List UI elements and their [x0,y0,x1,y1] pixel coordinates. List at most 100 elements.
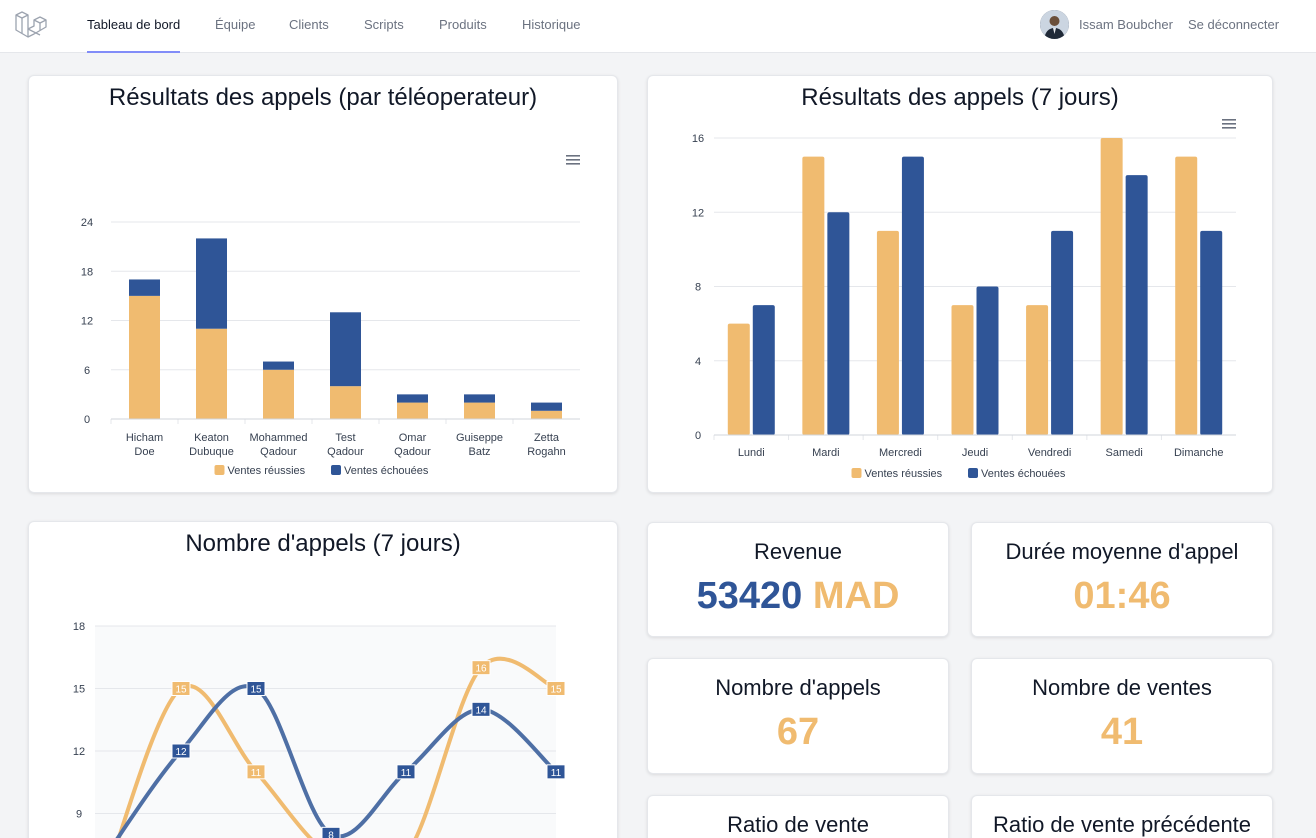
data-label: 14 [475,705,487,716]
laravel-logo-icon[interactable] [13,8,47,42]
bar [802,156,825,435]
x-tick-label: Doe [134,446,154,458]
data-label: 11 [251,768,262,779]
chart-title: Nombre d'appels (7 jours) [185,530,461,557]
stat-value: 53420 MAD [648,575,948,618]
legend-label: Ventes réussies [865,468,943,480]
bar [827,212,850,435]
hamburger-menu-icon[interactable] [1222,119,1236,129]
y-tick-label: 0 [84,414,90,426]
bar [330,386,361,419]
bar [464,402,495,419]
x-tick-label: Dubuque [189,446,234,458]
y-tick-label: 16 [692,133,704,145]
bar [1051,230,1074,435]
x-tick-label: Mohammed [249,432,307,444]
bar [876,230,899,435]
data-label: 12 [175,747,187,758]
data-label-box [246,764,266,780]
chart-calls: 91215181511771615712158111411 [73,621,566,838]
top-navbar: Tableau de bord Équipe Clients Scripts P… [0,0,1316,53]
hamburger-menu-icon[interactable] [566,155,580,165]
nav-dashboard[interactable]: Tableau de bord [87,0,181,53]
data-label-box [171,743,191,759]
bar [196,238,227,329]
chart-title: Résultats des appels (7 jours) [801,84,1119,111]
revenue-currency: MAD [812,575,900,617]
stat-card-ratio: Ratio de vente [647,795,949,838]
data-label-box [171,681,191,696]
bar [727,323,750,435]
y-tick-label: 15 [73,684,85,696]
bar [531,410,562,419]
bar [1026,305,1049,435]
stat-value: 67 [776,711,820,753]
bar [263,369,294,419]
bar [531,402,562,411]
stat-value: 41 [1100,711,1144,753]
nav-scripts[interactable]: Scripts [364,17,404,32]
data-label: 16 [475,664,487,675]
data-label: 11 [401,768,412,779]
legend-label: Ventes échouées [981,468,1066,480]
y-tick-label: 18 [73,621,85,633]
chart-card-week: Résultats des appels (7 jours) 0 4 8 12 16 Lu… [647,75,1273,493]
stat-card-calls: Nombre d'appels 67 [647,658,949,774]
bar [1100,138,1123,435]
x-tick-label: Rogahn [527,446,566,458]
chart-agents: 0 6 12 18 24 Hicham Doe Keaton Dubuque Mohammed Qa… [81,155,580,477]
stat-card-revenue: Revenue 53420 MAD [647,522,949,637]
nav-team[interactable]: Équipe [215,17,256,32]
logout-link[interactable]: Se déconnecter [1188,17,1280,32]
chart-title: Résultats des appels (par téléoperateur) [108,84,538,111]
nav-products[interactable]: Produits [439,17,487,32]
bar [330,312,361,387]
plot-area [95,626,556,838]
bar [129,279,160,296]
legend-label: Ventes échouées [344,465,429,477]
data-label: 15 [175,685,187,696]
nav-history[interactable]: Historique [522,17,581,32]
y-tick-label: 24 [81,217,93,229]
chart-card-calls: Nombre d'appels (7 jours) 91215181511771… [28,521,618,838]
legend-swatch [331,465,341,475]
data-label-box [546,764,566,780]
bar [129,295,160,419]
y-tick-label: 12 [81,316,93,328]
legend-swatch [214,465,225,475]
bar [901,156,924,435]
bar [951,305,974,435]
x-tick-label: Zetta [534,432,560,444]
x-tick-label: Vendredi [1028,447,1071,459]
y-tick-label: 12 [73,746,85,758]
data-label: 8 [328,830,334,838]
stat-title: Nombre de ventes [1032,675,1212,700]
nav-clients[interactable]: Clients [289,17,329,32]
stat-value: 01:46 [1073,575,1171,617]
stat-title: Revenue [753,539,843,564]
x-tick-label: Qadour [260,446,297,458]
y-tick-label: 4 [695,356,701,368]
stat-card-avg-duration: Durée moyenne d'appel 01:46 [971,522,1273,637]
x-tick-label: Batz [468,446,490,458]
bar [1175,156,1198,435]
data-label: 15 [250,685,262,696]
data-label-box [471,701,491,717]
bar [263,361,294,370]
x-tick-label: Guiseppe [456,432,503,444]
x-tick-label: Qadour [394,446,431,458]
x-tick-label: Qadour [327,446,364,458]
x-tick-label: Samedi [1105,447,1142,459]
x-tick-label: Dimanche [1174,447,1224,459]
x-tick-label: Mardi [812,447,840,459]
x-tick-label: Jeudi [962,447,988,459]
data-label-box [246,681,266,696]
x-tick-label: Omar [399,432,427,444]
y-tick-label: 0 [695,430,701,442]
user-avatar[interactable] [1040,10,1069,39]
user-name[interactable]: Issam Boubcher [1079,17,1173,32]
stat-title: Ratio de vente [727,812,869,837]
data-label-box [471,660,491,676]
y-tick-label: 9 [76,809,82,821]
stat-title: Durée moyenne d'appel [1005,539,1239,564]
